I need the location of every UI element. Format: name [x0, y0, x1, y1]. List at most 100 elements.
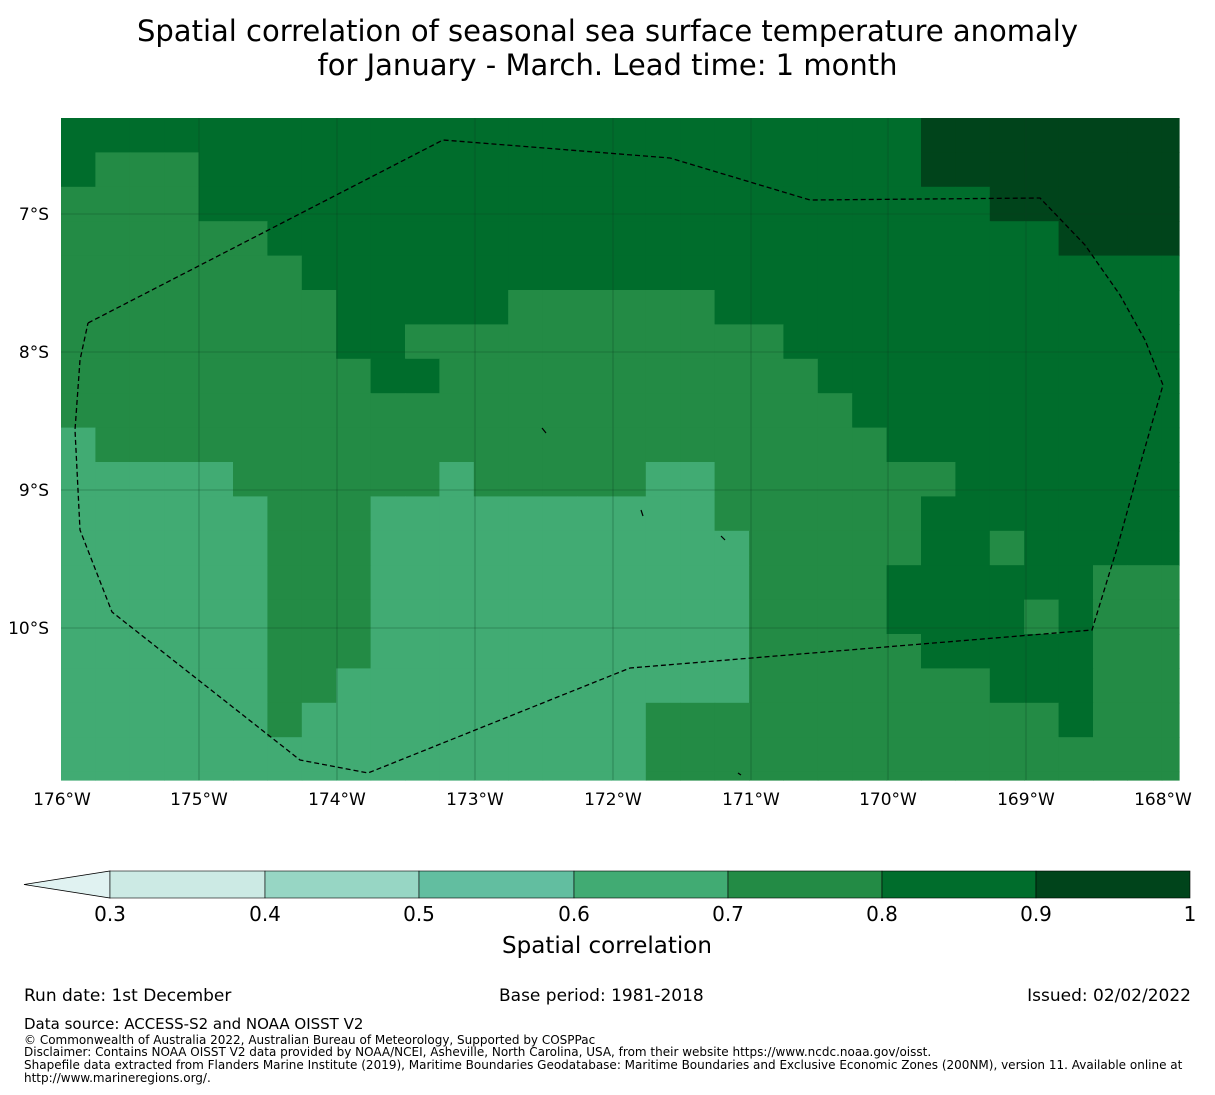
correlation-cell — [714, 358, 750, 394]
correlation-cell — [577, 118, 612, 153]
correlation-cell — [955, 290, 991, 325]
correlation-cell — [817, 496, 853, 532]
correlation-cell — [508, 496, 544, 532]
correlation-cell — [1161, 634, 1180, 669]
correlation-cell — [852, 702, 888, 738]
correlation-cell — [1093, 118, 1128, 153]
correlation-cell — [783, 324, 819, 360]
correlation-cell — [405, 737, 440, 773]
correlation-cell — [405, 427, 440, 463]
correlation-cell — [749, 668, 784, 704]
correlation-cell — [714, 152, 750, 188]
correlation-cell — [783, 290, 819, 325]
correlation-cell — [645, 324, 681, 360]
correlation-cell — [645, 565, 681, 601]
correlation-cell — [301, 118, 337, 153]
correlation-cell — [886, 393, 922, 429]
correlation-cell — [886, 152, 922, 188]
correlation-cell — [1058, 771, 1094, 781]
correlation-cell — [749, 358, 784, 394]
correlation-cell — [370, 530, 406, 566]
latitude-label: 8°S — [19, 343, 49, 363]
longitude-label: 173°W — [446, 790, 504, 810]
correlation-cell — [508, 668, 544, 704]
correlation-cell — [473, 358, 509, 394]
correlation-cell — [370, 427, 406, 463]
correlation-cell — [508, 186, 544, 222]
title-line-1: Spatial correlation of seasonal sea surf… — [136, 14, 1079, 48]
correlation-cell — [645, 393, 681, 429]
correlation-cell — [1127, 771, 1163, 781]
correlation-cell — [439, 771, 475, 781]
correlation-cell — [955, 221, 991, 257]
correlation-cell — [680, 358, 716, 394]
correlation-cell — [1161, 118, 1180, 153]
correlation-cell — [1127, 358, 1163, 394]
correlation-cell — [817, 599, 853, 635]
correlation-cell — [405, 324, 440, 360]
correlation-cell — [955, 324, 991, 360]
correlation-cell — [542, 462, 578, 497]
correlation-cell — [1093, 221, 1128, 257]
correlation-cell — [1127, 324, 1163, 360]
correlation-cell — [542, 255, 578, 291]
correlation-cell — [645, 496, 681, 532]
correlation-cell — [680, 565, 716, 601]
correlation-cell — [1024, 324, 1060, 360]
correlation-cell — [164, 152, 200, 188]
correlation-cell — [783, 393, 819, 429]
correlation-cell — [61, 186, 96, 222]
correlation-cell — [301, 771, 337, 781]
correlation-cell — [301, 221, 337, 257]
island-mark — [640, 509, 644, 517]
correlation-cell — [1161, 496, 1180, 532]
correlation-cell — [577, 565, 612, 601]
correlation-cell — [405, 118, 440, 153]
correlation-cell — [405, 152, 440, 188]
correlation-cell — [989, 255, 1025, 291]
correlation-cell — [473, 702, 509, 738]
correlation-cell — [95, 737, 131, 773]
correlation-cell — [267, 634, 303, 669]
map-gridlines — [61, 118, 1179, 780]
correlation-cell — [129, 462, 165, 497]
correlation-cell — [817, 702, 853, 738]
correlation-cell — [508, 393, 544, 429]
correlation-cell — [817, 255, 853, 291]
correlation-cell — [783, 634, 819, 669]
correlation-cell — [611, 634, 647, 669]
correlation-cell — [921, 152, 956, 188]
correlation-cell — [198, 186, 234, 222]
correlation-cell — [301, 358, 337, 394]
correlation-cell — [233, 152, 268, 188]
correlation-cell — [164, 599, 200, 635]
correlation-cell — [852, 599, 888, 635]
correlation-cell — [817, 462, 853, 497]
correlation-cell — [921, 358, 956, 394]
correlation-cell — [749, 737, 784, 773]
longitude-label: 171°W — [722, 790, 780, 810]
correlation-cell — [61, 496, 96, 532]
correlation-cell — [955, 358, 991, 394]
correlation-cell — [645, 702, 681, 738]
correlation-cell — [1127, 737, 1163, 773]
correlation-cell — [542, 152, 578, 188]
correlation-cell — [955, 737, 991, 773]
correlation-cell — [577, 599, 612, 635]
colorbar-segment — [1035, 870, 1191, 899]
correlation-cell — [61, 530, 96, 566]
correlation-cell — [1127, 221, 1163, 257]
colorbar-segment — [418, 870, 575, 899]
correlation-cell — [783, 462, 819, 497]
correlation-cell — [508, 152, 544, 188]
correlation-cell — [817, 152, 853, 188]
correlation-cell — [1161, 565, 1180, 601]
correlation-cell — [714, 462, 750, 497]
correlation-cell — [542, 290, 578, 325]
correlation-cell — [233, 221, 268, 257]
correlation-cell — [439, 702, 475, 738]
correlation-cell — [783, 152, 819, 188]
correlation-cell — [783, 668, 819, 704]
colorbar-extend-arrow — [23, 870, 111, 899]
correlation-cell — [405, 702, 440, 738]
